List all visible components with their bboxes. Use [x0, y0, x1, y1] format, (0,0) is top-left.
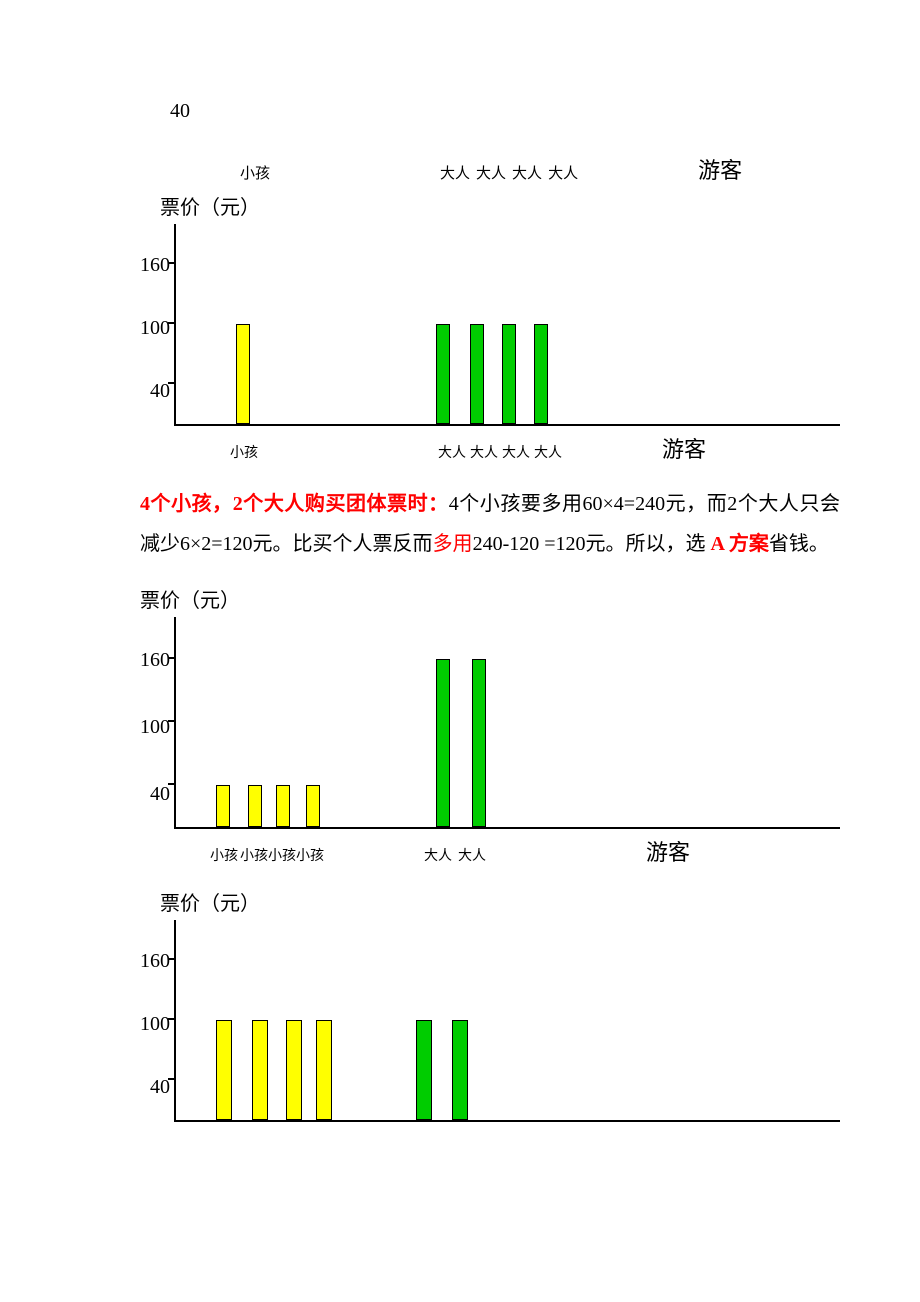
bar — [216, 785, 230, 827]
plot-row: 160 100 40 — [140, 920, 840, 1122]
tick-mark — [168, 958, 176, 960]
y-axis-ticks: 160 100 40 — [140, 226, 174, 426]
tick-mark — [168, 262, 176, 264]
x-label-child: 小孩 — [268, 845, 296, 865]
bar — [276, 785, 290, 827]
x-axis-title: 游客 — [698, 153, 742, 185]
plot-row: 160 100 40 — [140, 617, 840, 829]
y-axis-ticks: 160 100 40 — [140, 922, 174, 1122]
y-tick-label: 100 — [140, 1013, 170, 1036]
tick-mark — [168, 322, 176, 324]
chart-3: 票价（元） 160 100 40 — [140, 887, 840, 1122]
page: 40 小孩 大人 大人 大人 大人 游客 票价（元） 160 100 40 — [0, 0, 920, 1122]
y-axis-title: 票价（元） — [140, 584, 840, 613]
x-label-child: 小孩 — [240, 162, 270, 183]
plot-row: 160 100 40 — [140, 224, 840, 426]
y-tick-label: 160 — [140, 649, 170, 672]
x-label-adult: 大人 — [476, 162, 506, 183]
y-tick-label: 100 — [140, 716, 170, 739]
x-label-child: 小孩 — [210, 845, 238, 865]
x-axis-labels: 小孩 小孩 小孩 小孩 大人 大人 游客 — [180, 835, 840, 867]
y-axis-ticks: 160 100 40 — [140, 619, 174, 829]
x-axis-labels: 小孩 大人 大人 大人 大人 游客 — [180, 432, 840, 464]
chart-2: 票价（元） 160 100 40 小孩 小孩 小孩 小孩 大人 大人 游客 — [140, 584, 840, 867]
para-heading: 4个小孩，2个大人购买团体票时： — [140, 493, 449, 515]
x-label-adult: 大人 — [458, 845, 486, 865]
bar — [286, 1020, 302, 1120]
y-tick-label: 100 — [140, 317, 170, 340]
tick-mark — [168, 382, 176, 384]
x-label-adult: 大人 — [548, 162, 578, 183]
bar — [502, 324, 516, 424]
para-highlight: 多用 — [433, 533, 473, 555]
bar — [436, 659, 450, 827]
bar — [248, 785, 262, 827]
x-label-adult: 大人 — [470, 442, 498, 462]
orphan-x-label-row: 小孩 大人 大人 大人 大人 游客 — [200, 153, 840, 185]
y-tick-label: 40 — [150, 783, 170, 806]
chart-1: 票价（元） 160 100 40 小孩 大人 大人 大人 大人 游客 — [140, 191, 840, 464]
plot-area — [174, 920, 840, 1122]
bar — [216, 1020, 232, 1120]
tick-mark — [168, 783, 176, 785]
bar — [534, 324, 548, 424]
y-tick-label: 160 — [140, 254, 170, 277]
bar — [252, 1020, 268, 1120]
x-label-adult: 大人 — [424, 845, 452, 865]
plot-area — [174, 617, 840, 829]
tick-mark — [168, 1078, 176, 1080]
x-label-child: 小孩 — [230, 442, 258, 462]
plot-area — [174, 224, 840, 426]
tick-mark — [168, 657, 176, 659]
para-text: 省钱。 — [769, 533, 829, 555]
x-axis-title: 游客 — [662, 432, 706, 464]
x-label-adult: 大人 — [502, 442, 530, 462]
orphan-y-tick: 40 — [170, 100, 840, 123]
bar — [436, 324, 450, 424]
y-tick-label: 160 — [140, 950, 170, 973]
bar — [416, 1020, 432, 1120]
tick-mark — [168, 720, 176, 722]
para-highlight: A 方案 — [711, 533, 769, 555]
bar — [306, 785, 320, 827]
tick-mark — [168, 1018, 176, 1020]
bar — [316, 1020, 332, 1120]
analysis-paragraph: 4个小孩，2个大人购买团体票时：4个小孩要多用60×4=240元，而2个大人只会… — [140, 484, 840, 564]
x-axis-title: 游客 — [646, 835, 690, 867]
y-axis-title: 票价（元） — [160, 191, 840, 220]
x-label-adult: 大人 — [512, 162, 542, 183]
bar — [452, 1020, 468, 1120]
x-label-child: 小孩 — [240, 845, 268, 865]
x-label-adult: 大人 — [440, 162, 470, 183]
bar — [472, 659, 486, 827]
x-label-adult: 大人 — [438, 442, 466, 462]
bar — [470, 324, 484, 424]
x-label-child: 小孩 — [296, 845, 324, 865]
bar — [236, 324, 250, 424]
y-tick-label: 40 — [150, 380, 170, 403]
para-text: 240-120 =120元。所以，选 — [473, 533, 711, 555]
y-tick-label: 40 — [150, 1076, 170, 1099]
x-label-adult: 大人 — [534, 442, 562, 462]
y-axis-title: 票价（元） — [160, 887, 840, 916]
